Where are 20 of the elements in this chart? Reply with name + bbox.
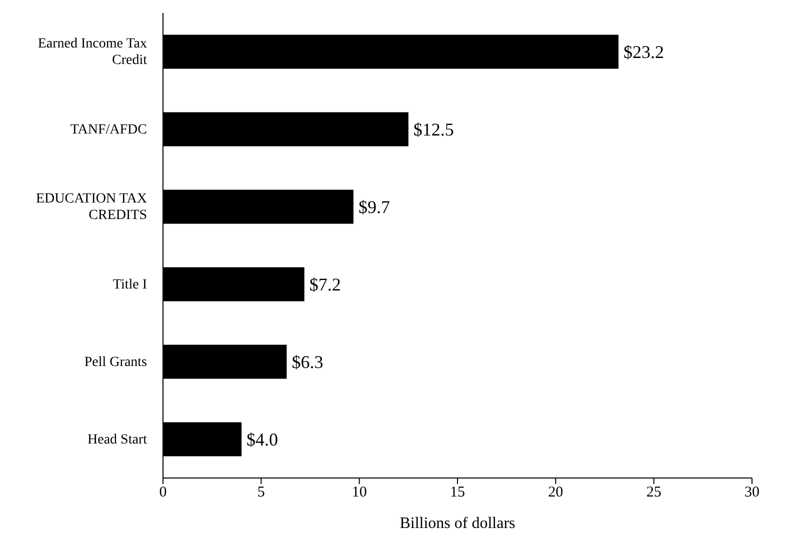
y-tick-label: Title I	[112, 276, 148, 292]
x-tick-label: 5	[257, 484, 265, 501]
data-label: $6.3	[292, 352, 324, 372]
data-label: $9.7	[358, 197, 390, 218]
data-label: $12.5	[413, 120, 454, 140]
x-tick-label: 20	[548, 484, 564, 501]
data-label: $7.2	[309, 274, 341, 295]
y-tick-label: Head Start	[88, 432, 148, 447]
x-tick-label: 10	[352, 484, 367, 501]
x-tick-label: 25	[646, 484, 662, 501]
data-label: $23.2	[623, 42, 664, 62]
y-tick-label: Earned Income Tax Credit	[38, 36, 148, 68]
x-tick-label: 15	[450, 484, 465, 501]
y-tick-label: EDUCATION TAX CREDITS	[36, 191, 147, 222]
x-axis-title: Billions of dollars	[400, 515, 516, 532]
data-label: $4.0	[246, 430, 278, 450]
x-tick-label: 30	[744, 484, 760, 501]
x-tick-label: 0	[159, 484, 167, 501]
y-tick-label: Pell Grants	[84, 354, 147, 370]
y-tick-label: TANF/AFDC	[70, 122, 147, 137]
